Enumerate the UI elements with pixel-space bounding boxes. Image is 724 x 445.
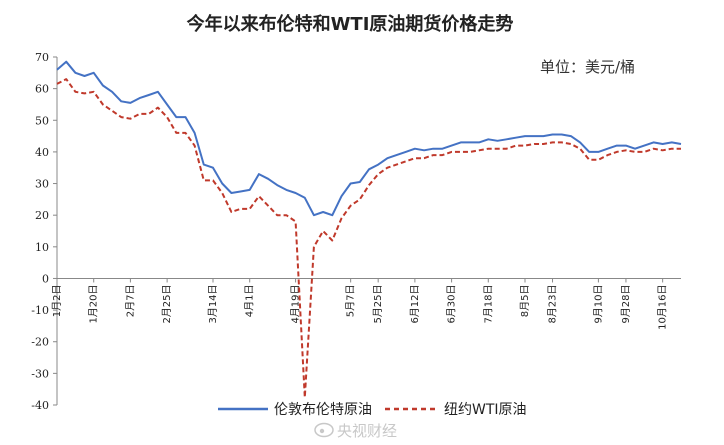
y-tick-label: 20 xyxy=(35,209,49,222)
x-tick-label: 2月25日 xyxy=(161,284,173,323)
y-tick-label: -20 xyxy=(31,336,49,349)
y-tick-label: 0 xyxy=(42,272,49,285)
y-tick-label: 60 xyxy=(35,83,49,96)
y-tick-label: 50 xyxy=(35,114,49,127)
x-tick-label: 2月7日 xyxy=(124,284,136,317)
brent-line xyxy=(56,60,682,217)
x-tick-label: 4月19日 xyxy=(290,284,302,323)
chart-title: 今年以来布伦特和WTI原油期货价格走势 xyxy=(187,13,514,35)
y-tick-label: -40 xyxy=(31,399,49,412)
x-tick-label: 6月30日 xyxy=(446,284,458,323)
legend: 伦敦布伦特原油 纽约WTI原油 xyxy=(218,402,527,418)
y-axis: -40 -30 -20 -10 0 10 20 30 40 50 60 70 xyxy=(31,51,58,412)
watermark: 央视财经 xyxy=(314,422,397,440)
y-tick-label: 30 xyxy=(35,178,49,191)
wti-line xyxy=(56,78,681,399)
x-tick-label: 4月1日 xyxy=(244,284,256,317)
x-tick-label: 7月18日 xyxy=(482,284,494,323)
x-tick-label: 1月2日 xyxy=(51,284,63,317)
legend-label-brent: 伦敦布伦特原油 xyxy=(274,402,372,418)
x-tick-label: 10月16日 xyxy=(657,284,669,329)
y-tick-label: -30 xyxy=(31,367,49,380)
series-lines xyxy=(56,60,682,399)
weibo-icon xyxy=(314,422,334,438)
x-tick-label: 3月14日 xyxy=(207,284,219,323)
x-tick-label: 8月5日 xyxy=(519,284,531,317)
y-tick-label: -10 xyxy=(31,304,49,317)
x-axis: 1月2日 1月20日 2月7日 2月25日 3月14日 4月1日 4月19日 5月7日 5月25… xyxy=(51,277,681,330)
x-tick-label: 9月28日 xyxy=(620,284,632,323)
x-tick-label: 5月25日 xyxy=(372,284,384,323)
legend-label-wti: 纽约WTI原油 xyxy=(444,402,527,418)
x-tick-label: 1月20日 xyxy=(88,284,100,323)
y-tick-label: 10 xyxy=(35,241,49,254)
x-tick-label: 9月10日 xyxy=(592,284,604,323)
unit-label: 单位：美元/桶 xyxy=(540,58,635,76)
watermark-text: 央视财经 xyxy=(337,422,397,440)
x-tick-label: 8月23日 xyxy=(547,284,559,323)
y-tick-label: 70 xyxy=(35,51,49,64)
x-tick-label: 6月12日 xyxy=(409,284,421,323)
y-tick-label: 40 xyxy=(35,146,49,159)
x-tick-label: 5月7日 xyxy=(345,284,357,317)
